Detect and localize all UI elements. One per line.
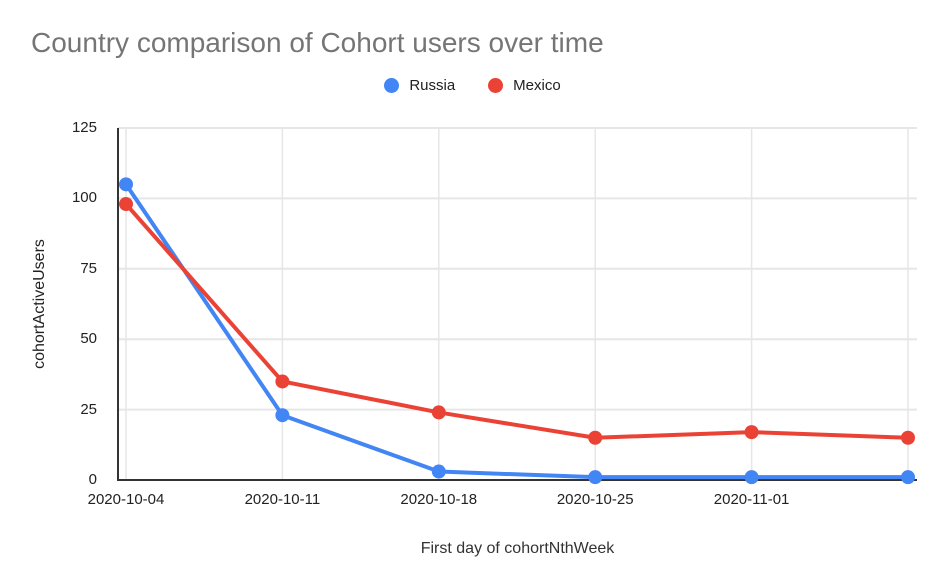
- x-tick-label: 2020-10-11: [244, 491, 321, 508]
- y-tick-label: 125: [71, 119, 97, 136]
- chart-title: Country comparison of Cohort users over …: [31, 27, 604, 58]
- legend-item-russia: Russia: [384, 77, 455, 94]
- y-tick-label: 0: [88, 471, 97, 488]
- data-point-russia[interactable]: [588, 470, 603, 485]
- data-point-russia[interactable]: [901, 470, 915, 485]
- data-point-mexico[interactable]: [275, 374, 290, 389]
- legend-label: Mexico: [513, 76, 561, 94]
- data-point-mexico[interactable]: [119, 197, 133, 212]
- data-point-russia[interactable]: [744, 470, 759, 485]
- y-tick-label: 75: [80, 259, 97, 277]
- chart-legend: Russia Mexico: [0, 76, 945, 94]
- x-axis-title: First day of cohortNthWeek: [420, 540, 615, 557]
- y-tick-label: 25: [80, 400, 97, 418]
- legend-dot-icon: [488, 77, 504, 93]
- series-line-mexico: [124, 202, 910, 440]
- legend-item-mexico: Mexico: [488, 77, 561, 94]
- data-point-russia[interactable]: [275, 408, 290, 423]
- data-point-mexico[interactable]: [588, 430, 603, 445]
- legend-dot-icon: [384, 77, 400, 93]
- legend-label: Russia: [409, 76, 456, 94]
- x-tick-label: 2020-10-04: [87, 491, 165, 508]
- x-tick-label: 2020-10-25: [556, 491, 634, 508]
- y-tick-label: 50: [80, 330, 97, 348]
- data-point-mexico[interactable]: [431, 405, 446, 420]
- series-line-russia: [124, 182, 910, 480]
- x-tick-label: 2020-11-01: [713, 491, 790, 508]
- data-point-russia[interactable]: [119, 177, 133, 192]
- y-tick-label: 100: [71, 189, 97, 207]
- data-point-mexico[interactable]: [901, 430, 915, 445]
- data-point-russia[interactable]: [431, 464, 446, 479]
- x-tick-label: 2020-10-18: [400, 491, 478, 508]
- data-point-mexico[interactable]: [744, 425, 759, 440]
